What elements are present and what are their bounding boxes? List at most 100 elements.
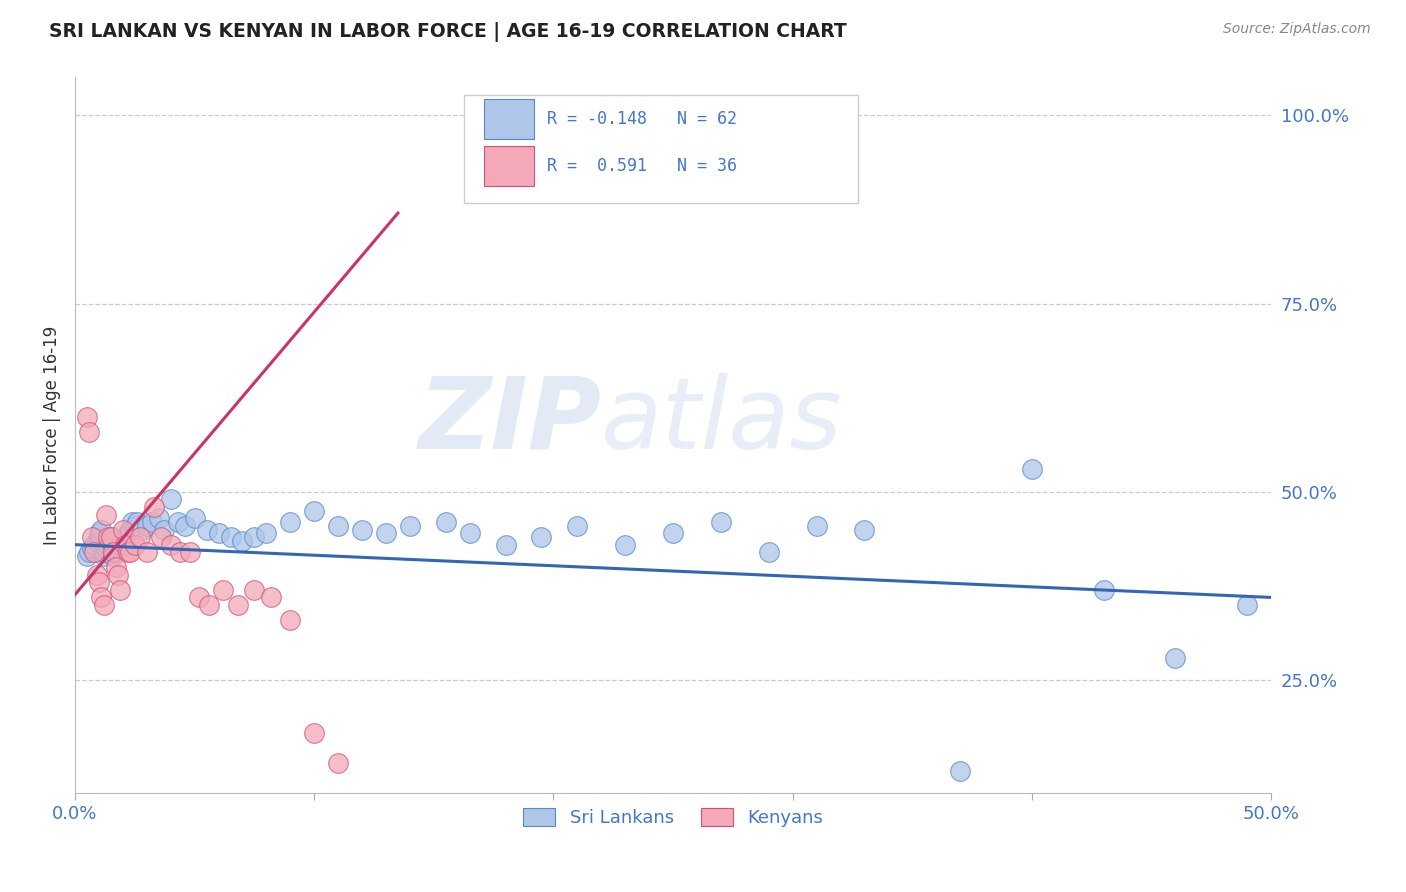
Point xyxy=(243,582,266,597)
Point xyxy=(278,515,301,529)
Point xyxy=(80,541,103,556)
Point xyxy=(219,530,242,544)
Point xyxy=(148,511,170,525)
Point xyxy=(93,598,115,612)
Point xyxy=(352,523,374,537)
Point xyxy=(949,764,972,778)
Point xyxy=(195,523,218,537)
Point xyxy=(243,530,266,544)
Point xyxy=(110,538,132,552)
Point xyxy=(710,515,733,529)
Point xyxy=(853,523,876,537)
Point xyxy=(662,526,685,541)
Point xyxy=(114,530,136,544)
Point xyxy=(114,538,136,552)
FancyBboxPatch shape xyxy=(484,146,534,186)
Point xyxy=(207,526,229,541)
Point xyxy=(118,545,141,559)
Point xyxy=(135,518,157,533)
Point xyxy=(103,549,125,563)
Point xyxy=(94,508,117,522)
Text: atlas: atlas xyxy=(602,373,844,469)
Point xyxy=(107,541,129,556)
Point xyxy=(159,492,181,507)
Point xyxy=(434,515,457,529)
Point xyxy=(107,567,129,582)
Point xyxy=(121,515,143,529)
Point xyxy=(93,549,115,563)
Point xyxy=(1021,462,1043,476)
Point xyxy=(97,530,120,544)
Point xyxy=(83,538,105,552)
Point xyxy=(167,515,190,529)
Point xyxy=(567,518,589,533)
Point xyxy=(302,726,325,740)
Point xyxy=(100,530,122,544)
Point xyxy=(141,515,163,529)
Point xyxy=(806,518,828,533)
Point xyxy=(375,526,398,541)
Point xyxy=(302,504,325,518)
Point xyxy=(76,549,98,563)
Point xyxy=(104,560,127,574)
Point xyxy=(87,526,110,541)
Point xyxy=(118,523,141,537)
Point xyxy=(212,582,235,597)
Point xyxy=(87,530,110,544)
Point xyxy=(90,591,112,605)
Point xyxy=(117,526,139,541)
Text: R =  0.591   N = 36: R = 0.591 N = 36 xyxy=(547,157,738,175)
Point xyxy=(399,518,422,533)
Point xyxy=(76,409,98,424)
Point xyxy=(254,526,277,541)
Point xyxy=(93,545,115,559)
Point xyxy=(100,530,122,544)
Point xyxy=(127,515,149,529)
Point xyxy=(260,591,283,605)
Y-axis label: In Labor Force | Age 16-19: In Labor Force | Age 16-19 xyxy=(44,326,60,545)
Point xyxy=(142,500,165,514)
Point xyxy=(111,523,134,537)
Point xyxy=(179,545,201,559)
Point xyxy=(110,582,132,597)
Point xyxy=(150,530,173,544)
Point xyxy=(90,523,112,537)
Point xyxy=(135,545,157,559)
Point xyxy=(79,425,101,439)
Point xyxy=(86,533,108,548)
FancyBboxPatch shape xyxy=(484,99,534,139)
Point xyxy=(183,511,205,525)
Point xyxy=(174,518,197,533)
Point xyxy=(152,523,174,537)
Point xyxy=(495,538,517,552)
FancyBboxPatch shape xyxy=(464,95,859,202)
Point xyxy=(100,533,122,548)
Point xyxy=(104,545,127,559)
Point xyxy=(128,530,150,544)
Point xyxy=(231,533,253,548)
Text: ZIP: ZIP xyxy=(419,373,602,469)
Point xyxy=(278,613,301,627)
Point xyxy=(97,538,120,552)
Point xyxy=(124,538,146,552)
Legend: Sri Lankans, Kenyans: Sri Lankans, Kenyans xyxy=(516,801,831,834)
Point xyxy=(117,545,139,559)
Point xyxy=(124,518,146,533)
Point xyxy=(86,567,108,582)
Point xyxy=(159,538,181,552)
Point xyxy=(131,523,153,537)
Point xyxy=(80,530,103,544)
Point xyxy=(79,545,101,559)
Point xyxy=(1164,650,1187,665)
Point xyxy=(103,545,125,559)
Point xyxy=(83,545,105,559)
Point xyxy=(87,575,110,590)
Point xyxy=(328,756,350,771)
Text: Source: ZipAtlas.com: Source: ZipAtlas.com xyxy=(1223,22,1371,37)
Point xyxy=(458,526,481,541)
Point xyxy=(226,598,249,612)
Point xyxy=(758,545,780,559)
Point xyxy=(198,598,221,612)
Point xyxy=(328,518,350,533)
Point xyxy=(1092,582,1115,597)
